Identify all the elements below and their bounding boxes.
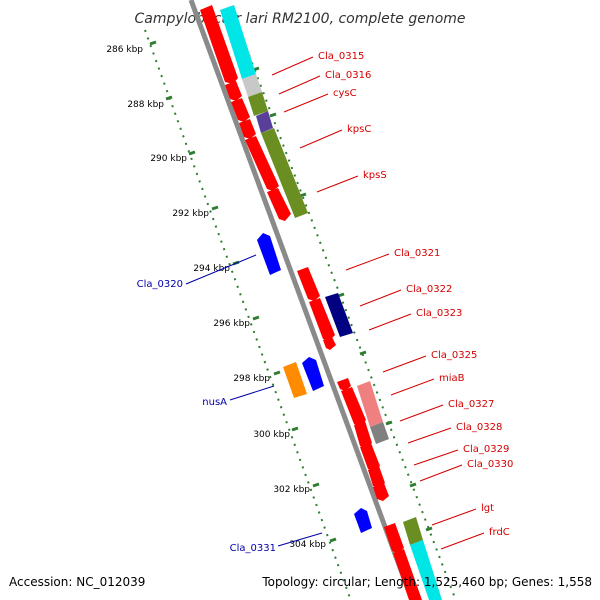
gene-label-cysc: cysC (333, 88, 357, 99)
cds-arrow (393, 549, 422, 600)
cog-bar-grey (370, 422, 389, 444)
cds-arrow (384, 523, 404, 553)
tick-label: 292 kbp (172, 209, 209, 219)
gene-label-cla-0325: Cla_0325 (431, 350, 477, 361)
forward-cds-track (200, 5, 422, 600)
gene-label-miab: miaB (439, 373, 465, 384)
cog-track (220, 5, 442, 600)
tick-label: 286 kbp (106, 45, 143, 55)
cds-arrow (373, 483, 389, 501)
cog-bar-orange (283, 362, 307, 398)
gene-label-nusa: nusA (202, 397, 227, 408)
cds-arrow (354, 508, 372, 533)
cog-bar-cyan (220, 5, 256, 79)
cog-bar-olive (403, 517, 423, 545)
cog-bar-pink (357, 381, 383, 427)
cds-arrow (297, 267, 320, 301)
gene-label-kpss: kpsS (363, 170, 387, 181)
gene-label-lgt: lgt (481, 503, 494, 514)
gene-label-cla-0320: Cla_0320 (137, 279, 183, 290)
tick-label: 296 kbp (213, 319, 250, 329)
gene-label-cla-0321: Cla_0321 (394, 248, 440, 259)
cds-arrow (302, 357, 324, 391)
genome-stats-text: Topology: circular; Length: 1,525,460 bp… (261, 575, 592, 589)
gene-label-kpsc: kpsC (347, 124, 371, 135)
gene-label-cla-0327: Cla_0327 (448, 399, 494, 410)
cds-arrow (309, 298, 335, 341)
tick-label: 302 kbp (273, 485, 310, 495)
major-ticks-outer (252, 66, 433, 532)
gene-label-cla-0323: Cla_0323 (416, 308, 462, 319)
cds-arrow (337, 378, 351, 391)
tick-label: 294 kbp (193, 264, 230, 274)
cog-bar-cyan (410, 540, 442, 600)
tick-labels: 286 kbp 288 kbp 290 kbp 292 kbp 294 kbp … (106, 45, 326, 550)
genome-backbone (188, 0, 415, 600)
reverse-cds-track (257, 233, 372, 533)
outer-dotted-ring (231, 9, 456, 599)
map-title: Campylobacter lari RM2100, complete geno… (134, 11, 465, 27)
gene-label-cla-0322: Cla_0322 (406, 284, 452, 295)
tick-label: 304 kbp (289, 540, 326, 550)
cog-bar-olive (261, 128, 308, 218)
cds-arrow (368, 466, 385, 488)
gene-label-cla-0315: Cla_0315 (318, 51, 364, 62)
cog-bar-light-grey (242, 74, 262, 97)
gene-label-cla-0329: Cla_0329 (463, 444, 509, 455)
cds-arrow (354, 421, 372, 448)
cds-arrow (231, 98, 250, 122)
cds-arrow (267, 188, 291, 221)
gene-label-cla-0331: Cla_0331 (230, 543, 276, 554)
cds-arrow (257, 233, 281, 275)
cog-bar-purple (256, 111, 273, 133)
gene-label-cla-0330: Cla_0330 (467, 459, 513, 470)
tick-label: 298 kbp (233, 374, 270, 384)
tick-label: 300 kbp (253, 430, 290, 440)
gene-label-frdc: frdC (489, 527, 510, 538)
cds-arrow (323, 337, 336, 350)
forward-gene-labels (271, 56, 485, 550)
cds-arrow (341, 387, 366, 426)
reverse-gene-labels (185, 254, 323, 547)
cds-arrow (225, 81, 242, 101)
accession-text: Accession: NC_012039 (9, 575, 145, 589)
cds-arrow (245, 136, 279, 191)
cog-bar-navy (325, 293, 353, 337)
tick-label: 288 kbp (127, 100, 164, 110)
cds-arrow (200, 5, 238, 84)
cds-arrow (239, 119, 256, 139)
gene-label-cla-0316: Cla_0316 (325, 70, 371, 81)
cog-bar-olive (248, 92, 268, 116)
tick-label: 290 kbp (150, 154, 187, 164)
gene-label-cla-0328: Cla_0328 (456, 422, 502, 433)
cds-arrow (360, 443, 380, 471)
